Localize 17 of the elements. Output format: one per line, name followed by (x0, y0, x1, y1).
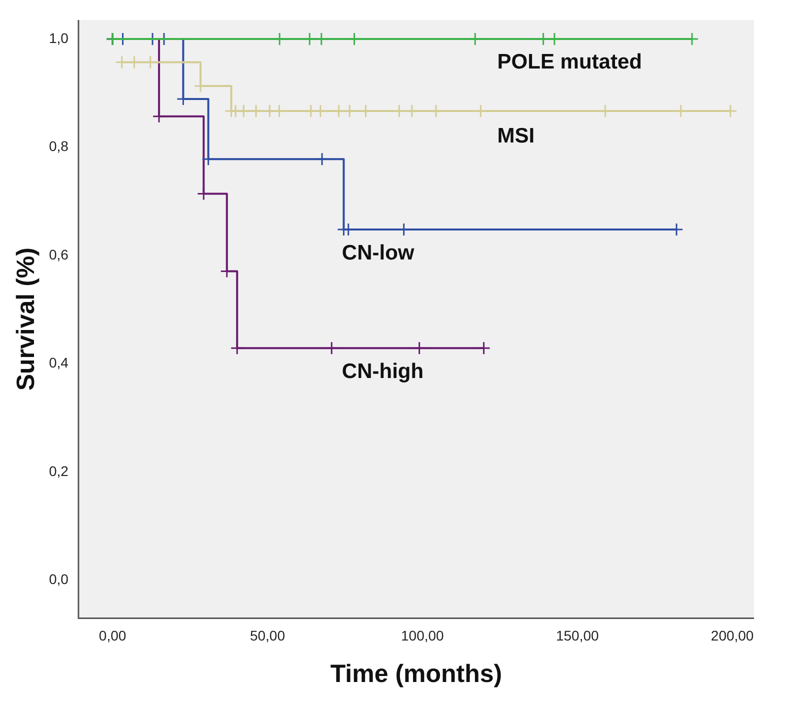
x-tick-label: 50,00 (250, 627, 286, 644)
series-label: CN-low (342, 241, 415, 264)
x-tick-label: 150,00 (556, 627, 599, 644)
x-axis-title: Time (months) (330, 660, 502, 688)
y-tick-label: 0,8 (48, 138, 69, 154)
y-tick-label: 0,0 (48, 571, 69, 588)
y-tick-label: 1,0 (48, 30, 69, 46)
series-label: MSI (497, 124, 535, 148)
y-tick-label: 0,2 (48, 462, 69, 479)
series-label: CN-high (342, 360, 424, 383)
x-tick-label: 0,00 (98, 627, 126, 644)
y-tick-label: 0,6 (48, 246, 69, 262)
x-tick-label: 200,00 (710, 627, 754, 644)
y-tick-label: 0,4 (48, 354, 69, 371)
y-axis-title: Survival (%) (12, 248, 40, 391)
x-tick-label: 100,00 (401, 627, 444, 644)
series-label: POLE mutated (497, 50, 642, 74)
